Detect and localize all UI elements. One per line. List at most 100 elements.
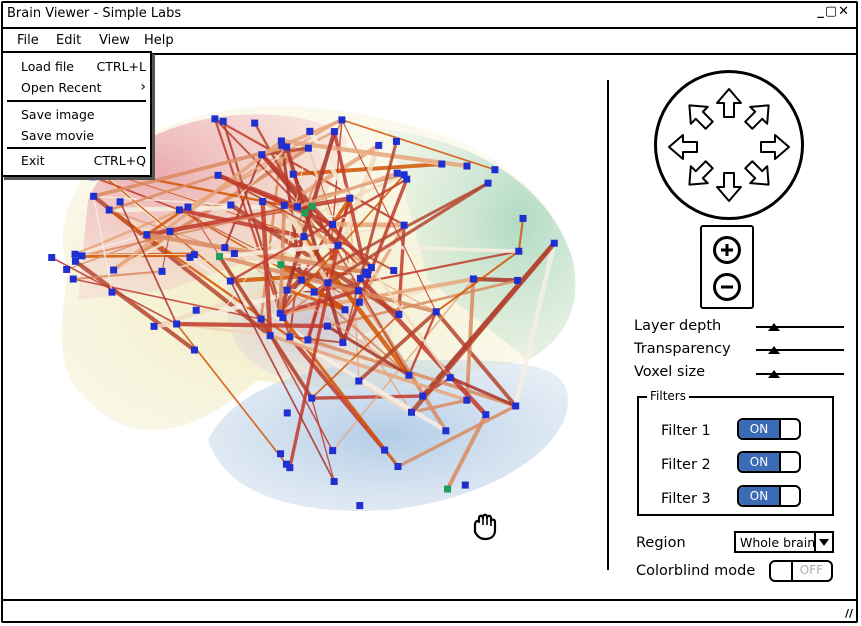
brain-node bbox=[393, 169, 401, 177]
brain-node bbox=[405, 371, 413, 379]
arrow-down-left-icon[interactable] bbox=[681, 156, 718, 193]
file-menu-dropdown: Load file CTRL+L Open Recent › Save imag… bbox=[1, 51, 152, 177]
window-controls[interactable]: _▢✕ bbox=[817, 4, 850, 19]
brain-node bbox=[444, 485, 452, 493]
zoom-in-icon[interactable] bbox=[713, 236, 741, 264]
brain-node bbox=[469, 275, 477, 283]
menu-file[interactable]: File bbox=[17, 33, 39, 48]
brain-node bbox=[308, 202, 316, 210]
menu-item-save-image[interactable]: Save image bbox=[21, 107, 95, 122]
brain-node bbox=[491, 166, 499, 174]
brain-node bbox=[403, 175, 411, 183]
arrow-right-icon[interactable] bbox=[760, 134, 790, 160]
connection-edge bbox=[281, 138, 468, 169]
toggle-state: OFF bbox=[799, 563, 823, 577]
menu-help[interactable]: Help bbox=[144, 33, 174, 48]
brain-node bbox=[293, 203, 301, 211]
menu-item-save-movie[interactable]: Save movie bbox=[21, 128, 95, 143]
brain-node bbox=[286, 333, 294, 341]
connection-edge bbox=[269, 131, 311, 336]
filters-legend: Filters bbox=[647, 389, 689, 403]
menu-bar: File Edit View Help bbox=[3, 29, 856, 55]
brain-node bbox=[419, 392, 427, 400]
brain-node bbox=[90, 192, 98, 200]
filter-3-toggle[interactable]: ON bbox=[737, 485, 801, 507]
filter-3-label: Filter 3 bbox=[661, 491, 711, 507]
colorblind-toggle[interactable]: OFF bbox=[769, 560, 833, 582]
resize-grip-icon[interactable]: // bbox=[844, 607, 853, 620]
brain-3d-viewport[interactable] bbox=[8, 60, 598, 530]
toggle-state: ON bbox=[739, 420, 781, 438]
brain-node bbox=[381, 446, 389, 454]
brain-node bbox=[338, 116, 346, 124]
panel-divider bbox=[607, 80, 609, 570]
slider-knob[interactable] bbox=[767, 346, 780, 354]
brain-node bbox=[297, 276, 305, 284]
slider-knob[interactable] bbox=[767, 370, 780, 378]
brain-node bbox=[219, 117, 227, 125]
menu-edit[interactable]: Edit bbox=[56, 33, 82, 48]
arrow-up-icon[interactable] bbox=[716, 88, 742, 118]
brain-node bbox=[329, 220, 337, 228]
arrow-down-right-icon[interactable] bbox=[740, 156, 777, 193]
connection-edge bbox=[434, 310, 518, 408]
brain-node bbox=[214, 171, 222, 179]
submenu-arrow-icon: › bbox=[140, 79, 146, 95]
filter-2-toggle[interactable]: ON bbox=[737, 451, 801, 473]
window-title: Brain Viewer - Simple Labs bbox=[7, 6, 182, 21]
brain-node bbox=[484, 179, 492, 187]
brain-node bbox=[334, 241, 342, 249]
voxel-size-slider[interactable] bbox=[756, 370, 844, 378]
connection-edge bbox=[146, 196, 351, 237]
brain-node bbox=[227, 201, 235, 209]
filter-1-toggle[interactable]: ON bbox=[737, 418, 801, 440]
arrow-up-left-icon[interactable] bbox=[681, 97, 718, 134]
brain-node bbox=[186, 253, 194, 261]
brain-node bbox=[339, 339, 347, 347]
arrow-down-icon[interactable] bbox=[716, 172, 742, 202]
brain-node bbox=[323, 322, 331, 330]
menu-item-open-recent[interactable]: Open Recent bbox=[21, 80, 102, 95]
brain-node bbox=[283, 286, 291, 294]
brain-node bbox=[279, 314, 287, 322]
arrow-up-right-icon[interactable] bbox=[740, 97, 777, 134]
chevron-down-icon[interactable] bbox=[814, 533, 832, 551]
connection-edge bbox=[269, 335, 334, 451]
brain-node bbox=[108, 288, 116, 296]
brain-node bbox=[442, 427, 450, 435]
connection-edge bbox=[397, 404, 517, 468]
brain-node bbox=[375, 141, 383, 149]
brain-node bbox=[192, 306, 200, 314]
slider-knob[interactable] bbox=[767, 323, 780, 331]
brain-node bbox=[324, 279, 332, 287]
toggle-handle bbox=[771, 562, 793, 580]
arrow-left-icon[interactable] bbox=[668, 134, 698, 160]
connection-edge bbox=[214, 118, 369, 276]
menu-item-exit[interactable]: Exit bbox=[21, 153, 45, 168]
connection-edge bbox=[74, 205, 189, 256]
region-select[interactable]: Whole brain bbox=[734, 531, 834, 553]
brain-node bbox=[341, 306, 349, 314]
transparency-slider[interactable] bbox=[756, 346, 844, 354]
connection-edge bbox=[269, 333, 468, 402]
navigation-pad bbox=[654, 70, 804, 220]
menu-item-load-file[interactable]: Load file bbox=[21, 59, 74, 74]
menu-view[interactable]: View bbox=[99, 33, 130, 48]
brain-node bbox=[329, 447, 337, 455]
menu-divider bbox=[7, 100, 146, 102]
zoom-out-icon[interactable] bbox=[713, 273, 741, 301]
brain-node bbox=[143, 231, 151, 239]
brain-node bbox=[258, 151, 266, 159]
connection-edge bbox=[74, 234, 147, 255]
connection-edge bbox=[176, 321, 328, 329]
toggle-state: ON bbox=[739, 453, 781, 471]
brain-node bbox=[355, 377, 363, 385]
connection-edge bbox=[367, 274, 437, 313]
connection-edge bbox=[370, 266, 452, 379]
brain-node bbox=[105, 206, 113, 214]
connection-edge bbox=[358, 276, 488, 417]
title-bar: Brain Viewer - Simple Labs _▢✕ bbox=[3, 3, 856, 29]
connection-edge bbox=[411, 398, 468, 414]
slider-label-voxel-size: Voxel size bbox=[634, 364, 706, 380]
layer-depth-slider[interactable] bbox=[756, 323, 844, 331]
